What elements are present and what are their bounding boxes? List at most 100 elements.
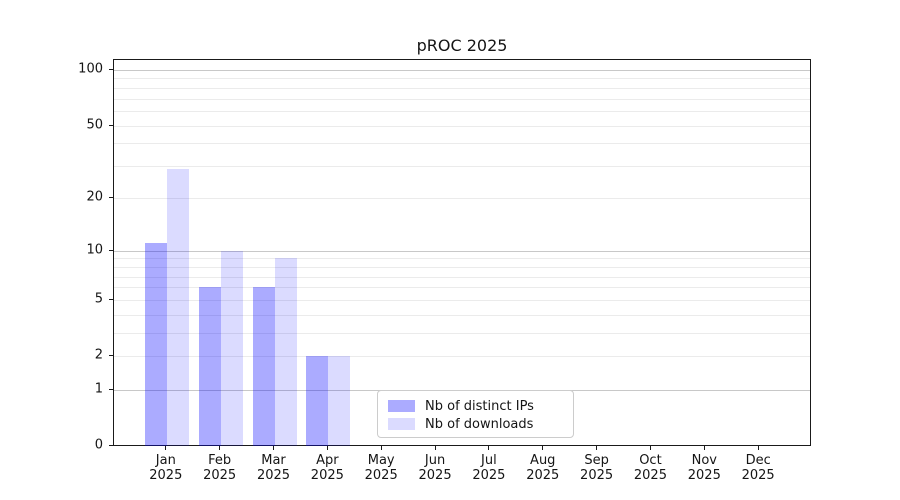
y-tick-mark-1 (109, 388, 113, 390)
gridline-minor-8 (114, 266, 810, 268)
x-tick-label-0: Jan 2025 (134, 453, 198, 483)
x-tick-year: 2025 (472, 468, 506, 483)
x-tick-mark-0 (165, 446, 167, 450)
x-tick-year: 2025 (526, 468, 560, 483)
x-tick-label-7: Aug 2025 (511, 453, 575, 483)
x-tick-mark-10 (703, 446, 705, 450)
x-tick-mark-7 (542, 446, 544, 450)
legend: Nb of distinct IPs Nb of downloads (377, 390, 574, 438)
x-tick-month: Jan (155, 453, 176, 468)
legend-swatch-distinct-ips (388, 400, 415, 412)
x-tick-month: Jul (481, 453, 497, 468)
gridline-minor-5 (114, 299, 810, 301)
x-tick-label-8: Sep 2025 (565, 453, 629, 483)
gridline-minor-90 (114, 78, 810, 80)
y-tick-mark-100 (109, 68, 113, 70)
x-tick-year: 2025 (203, 468, 237, 483)
legend-label-downloads: Nb of downloads (425, 416, 534, 432)
x-tick-mark-4 (380, 446, 382, 450)
y-tick-label-5: 5 (94, 291, 103, 307)
gridline-minor-60 (114, 110, 810, 112)
y-tick-label-0: 0 (94, 437, 103, 453)
x-tick-month: Dec (745, 453, 771, 468)
gridline-minor-30 (114, 166, 810, 168)
x-tick-month: Mar (261, 453, 286, 468)
x-tick-label-5: Jun 2025 (403, 453, 467, 483)
x-tick-month: Apr (316, 453, 339, 468)
x-tick-month: May (367, 453, 395, 468)
x-tick-label-2: Mar 2025 (242, 453, 306, 483)
y-tick-mark-2 (109, 355, 113, 357)
bar-s1-feb (220, 250, 243, 446)
y-tick-mark-0 (109, 445, 113, 446)
legend-item-downloads: Nb of downloads (388, 415, 573, 433)
bar-s1-jan (166, 168, 189, 446)
x-tick-year: 2025 (580, 468, 614, 483)
x-tick-month: Sep (584, 453, 609, 468)
x-tick-label-11: Dec 2025 (726, 453, 790, 483)
x-tick-mark-3 (326, 446, 328, 450)
y-tick-label-50: 50 (86, 117, 103, 133)
gridline-minor-40 (114, 143, 810, 145)
x-tick-mark-9 (649, 446, 651, 450)
y-tick-label-10: 10 (86, 242, 103, 258)
x-tick-label-4: May 2025 (349, 453, 413, 483)
y-tick-mark-10 (109, 249, 113, 251)
gridline-minor-20 (114, 197, 810, 199)
gridline-minor-4 (114, 314, 810, 316)
chart-title: pROC 2025 (416, 36, 508, 55)
x-tick-mark-6 (488, 446, 490, 450)
x-tick-year: 2025 (149, 468, 183, 483)
x-tick-year: 2025 (633, 468, 667, 483)
bar-s0-feb (198, 287, 221, 446)
y-tick-label-1: 1 (94, 381, 103, 396)
x-tick-mark-5 (434, 446, 436, 450)
legend-swatch-downloads (388, 418, 415, 430)
gridline-major-100 (114, 69, 810, 71)
y-tick-label-2: 2 (94, 347, 103, 363)
x-tick-label-3: Apr 2025 (295, 453, 359, 483)
x-tick-label-10: Nov 2025 (672, 453, 736, 483)
x-tick-month: Aug (530, 453, 556, 468)
x-tick-label-1: Feb 2025 (188, 453, 252, 483)
x-tick-label-6: Jul 2025 (457, 453, 521, 483)
x-tick-month: Oct (639, 453, 662, 468)
x-tick-month: Feb (208, 453, 232, 468)
y-tick-mark-5 (109, 298, 113, 300)
x-tick-mark-1 (219, 446, 221, 450)
x-tick-year: 2025 (256, 468, 291, 483)
gridline-major-10 (114, 250, 810, 252)
x-tick-year: 2025 (364, 468, 398, 483)
bar-s1-mar (274, 258, 297, 446)
x-tick-mark-2 (273, 446, 274, 450)
bar-s0-apr (306, 356, 329, 446)
gridline-minor-3 (114, 333, 810, 335)
plot-area (113, 59, 811, 446)
x-tick-label-9: Oct 2025 (618, 453, 682, 483)
x-tick-mark-11 (757, 446, 759, 450)
legend-label-distinct-ips: Nb of distinct IPs (425, 398, 534, 414)
gridline-minor-70 (114, 98, 810, 100)
bar-s0-mar (252, 287, 275, 446)
gridline-minor-80 (114, 87, 810, 89)
y-tick-label-100: 100 (78, 61, 103, 77)
x-tick-year: 2025 (687, 468, 721, 483)
bar-s1-apr (328, 356, 351, 446)
x-tick-year: 2025 (310, 468, 344, 483)
x-tick-month: Nov (691, 453, 717, 468)
y-tick-mark-20 (109, 196, 113, 198)
gridline-minor-6 (114, 287, 810, 289)
legend-item-distinct-ips: Nb of distinct IPs (388, 397, 573, 415)
x-tick-year: 2025 (418, 468, 452, 483)
gridline-minor-7 (114, 276, 810, 278)
bar-s0-jan (144, 243, 167, 446)
x-tick-year: 2025 (741, 468, 775, 483)
x-tick-mark-8 (596, 446, 598, 450)
y-tick-label-20: 20 (86, 189, 103, 205)
gridline-minor-9 (114, 258, 810, 260)
x-tick-month: Jun (424, 453, 446, 468)
gridline-minor-50 (114, 125, 810, 127)
gridline-minor-2 (114, 356, 810, 358)
y-tick-mark-50 (109, 124, 113, 126)
